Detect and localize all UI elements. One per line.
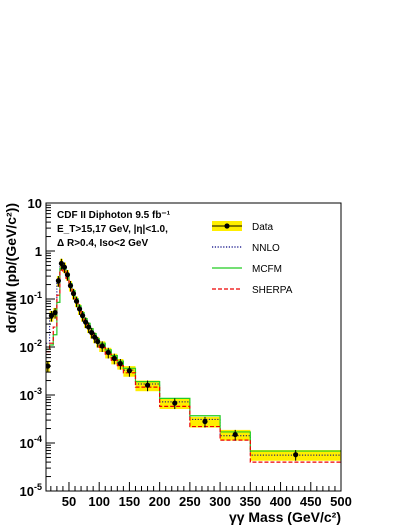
x-tick-label: 350	[239, 494, 261, 509]
data-point	[232, 431, 238, 438]
data-point	[92, 334, 98, 340]
data-point	[48, 313, 55, 319]
y-tick-label: 10-2	[20, 338, 42, 355]
legend-item-mcfm: MCFM	[212, 264, 282, 275]
x-tick-label: 150	[119, 494, 141, 509]
data-point	[202, 418, 208, 425]
x-tick-label: 50	[62, 494, 76, 509]
data-point	[293, 452, 299, 458]
y-axis-title: dσ/dM (pb/(GeV/c²))	[3, 203, 19, 333]
legend-item-sherpa: SHERPA	[212, 285, 293, 296]
y-tick-label: 1	[35, 244, 42, 259]
data-point	[144, 382, 151, 388]
legend-item-nnlo: NNLO	[212, 243, 280, 254]
y-tick-labels: 10-5 10-4 10-3 10-2 10-1 1 10	[20, 196, 42, 499]
series-sherpa-line	[46, 269, 341, 463]
legend-label: Data	[252, 222, 274, 233]
legend-item-data: Data	[212, 221, 274, 233]
data-point	[79, 313, 86, 319]
data-uncertainty-bands	[46, 258, 341, 461]
legend-label: SHERPA	[252, 285, 293, 296]
data-point	[117, 361, 123, 367]
x-tick-label: 100	[88, 494, 110, 509]
data-point	[95, 338, 101, 345]
y-tick-label: 10	[28, 196, 42, 211]
annotation-line-3: Δ R>0.4, Iso<2 GeV	[57, 238, 148, 249]
data-point	[67, 283, 74, 289]
x-tick-label: 200	[149, 494, 171, 509]
x-tick-label: 500	[330, 494, 352, 509]
theory-curves	[46, 266, 341, 463]
data-point	[172, 400, 178, 406]
data-point	[126, 368, 133, 374]
x-tick-label: 400	[270, 494, 292, 509]
data-point	[99, 343, 105, 349]
x-axis-title: γγ Mass (GeV/c²)	[229, 509, 341, 525]
data-point	[70, 290, 77, 297]
legend-label: MCFM	[252, 264, 282, 275]
axis-ticks	[46, 202, 342, 492]
data-point	[58, 260, 65, 267]
data-point	[111, 355, 117, 361]
data-point	[86, 324, 92, 330]
data-point	[61, 264, 68, 270]
data-point	[55, 278, 61, 284]
y-tick-label: 10-4	[20, 434, 42, 451]
legend-label: NNLO	[252, 243, 280, 254]
x-tick-labels: 50 100 150 200 250 300 350 400 450 500	[62, 494, 352, 509]
y-tick-label: 10-5	[20, 482, 42, 499]
data-point	[105, 349, 111, 356]
data-point	[52, 310, 58, 316]
chart-annotation: CDF II Diphoton 9.5 fb⁻¹ E_T>15,17 GeV, …	[57, 210, 171, 249]
legend-marker	[224, 223, 230, 229]
data-point	[73, 298, 80, 304]
annotation-line-1: CDF II Diphoton 9.5 fb⁻¹	[57, 210, 171, 221]
y-tick-label: 10-1	[20, 290, 42, 307]
legend: Data NNLO MCFM SHERPA	[212, 221, 293, 296]
x-tick-label: 450	[300, 494, 322, 509]
x-tick-label: 250	[179, 494, 201, 509]
x-tick-label: 300	[209, 494, 231, 509]
data-point	[89, 329, 95, 336]
data-point	[76, 306, 83, 312]
data-points	[46, 258, 299, 461]
data-point	[82, 319, 89, 325]
y-tick-label: 10-3	[20, 386, 42, 403]
annotation-line-2: E_T>15,17 GeV, |η|<1.0,	[57, 224, 168, 235]
data-point	[64, 272, 71, 278]
